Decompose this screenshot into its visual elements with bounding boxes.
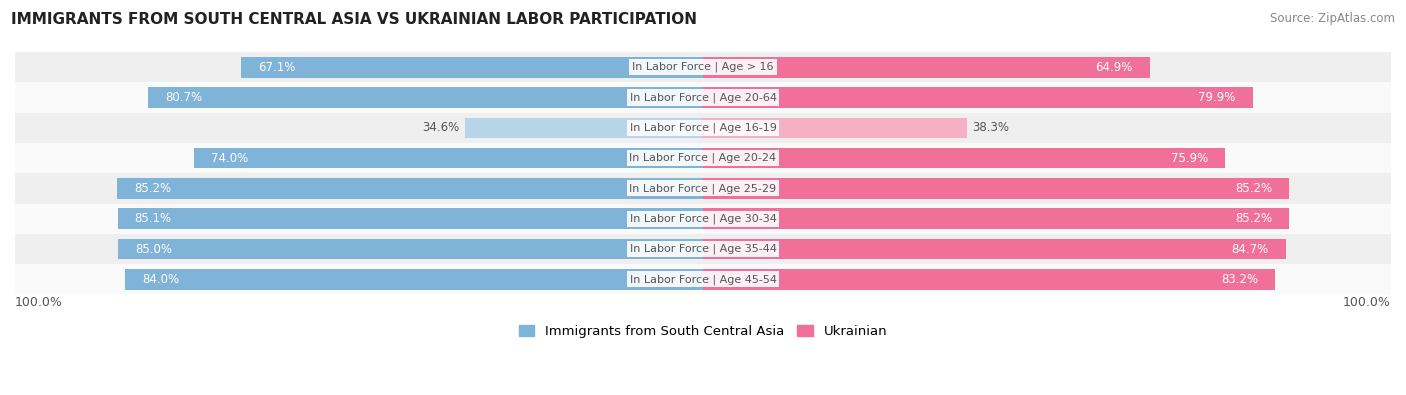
Text: In Labor Force | Age 16-19: In Labor Force | Age 16-19 xyxy=(630,122,776,133)
Text: In Labor Force | Age 30-34: In Labor Force | Age 30-34 xyxy=(630,213,776,224)
Text: 85.2%: 85.2% xyxy=(1234,212,1272,225)
Text: 67.1%: 67.1% xyxy=(259,61,295,74)
Text: 85.2%: 85.2% xyxy=(1234,182,1272,195)
Text: 84.0%: 84.0% xyxy=(142,273,180,286)
Bar xyxy=(15,143,1391,173)
Text: 64.9%: 64.9% xyxy=(1095,61,1132,74)
Bar xyxy=(15,83,1391,113)
Text: In Labor Force | Age 20-64: In Labor Force | Age 20-64 xyxy=(630,92,776,103)
Bar xyxy=(15,113,1391,143)
Bar xyxy=(703,178,1289,199)
Text: In Labor Force | Age 35-44: In Labor Force | Age 35-44 xyxy=(630,244,776,254)
Text: 85.1%: 85.1% xyxy=(135,212,172,225)
Text: 38.3%: 38.3% xyxy=(972,121,1010,134)
Bar xyxy=(15,173,1391,203)
Legend: Immigrants from South Central Asia, Ukrainian: Immigrants from South Central Asia, Ukra… xyxy=(513,320,893,343)
Text: 34.6%: 34.6% xyxy=(422,121,460,134)
Bar xyxy=(15,264,1391,294)
Bar xyxy=(15,52,1391,83)
Bar xyxy=(703,239,1285,260)
Text: 74.0%: 74.0% xyxy=(211,152,249,165)
Text: 80.7%: 80.7% xyxy=(165,91,202,104)
Text: 83.2%: 83.2% xyxy=(1220,273,1258,286)
Text: In Labor Force | Age > 16: In Labor Force | Age > 16 xyxy=(633,62,773,72)
Text: IMMIGRANTS FROM SOUTH CENTRAL ASIA VS UKRAINIAN LABOR PARTICIPATION: IMMIGRANTS FROM SOUTH CENTRAL ASIA VS UK… xyxy=(11,12,697,27)
Text: In Labor Force | Age 45-54: In Labor Force | Age 45-54 xyxy=(630,274,776,284)
Text: 84.7%: 84.7% xyxy=(1232,243,1268,256)
Bar xyxy=(703,57,1150,77)
Bar xyxy=(148,87,703,108)
Bar xyxy=(15,203,1391,234)
Text: In Labor Force | Age 20-24: In Labor Force | Age 20-24 xyxy=(630,153,776,164)
Text: Source: ZipAtlas.com: Source: ZipAtlas.com xyxy=(1270,12,1395,25)
Bar xyxy=(465,118,703,138)
Text: In Labor Force | Age 25-29: In Labor Force | Age 25-29 xyxy=(630,183,776,194)
Text: 79.9%: 79.9% xyxy=(1198,91,1236,104)
Bar xyxy=(125,269,703,290)
Text: 100.0%: 100.0% xyxy=(1343,296,1391,309)
Text: 100.0%: 100.0% xyxy=(15,296,63,309)
Bar xyxy=(703,209,1289,229)
Text: 85.0%: 85.0% xyxy=(135,243,173,256)
Bar xyxy=(703,87,1253,108)
Bar xyxy=(194,148,703,168)
Bar xyxy=(703,118,966,138)
Bar xyxy=(703,148,1225,168)
Text: 75.9%: 75.9% xyxy=(1171,152,1208,165)
Bar xyxy=(117,178,703,199)
Bar xyxy=(118,239,703,260)
Bar xyxy=(118,209,703,229)
Bar xyxy=(703,269,1275,290)
Bar xyxy=(242,57,703,77)
Text: 85.2%: 85.2% xyxy=(134,182,172,195)
Bar xyxy=(15,234,1391,264)
